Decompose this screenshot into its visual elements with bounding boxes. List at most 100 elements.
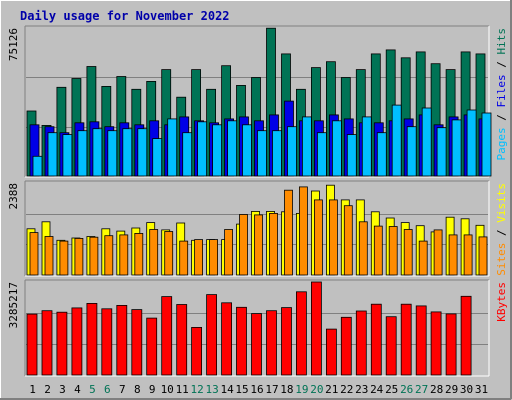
x-tick-label: 8 bbox=[134, 383, 141, 396]
x-tick-label: 23 bbox=[355, 383, 368, 396]
bar-pages-8 bbox=[137, 128, 148, 177]
bar-sites-7 bbox=[119, 234, 129, 276]
bar-sites-31 bbox=[478, 236, 488, 276]
bar-kbytes-4 bbox=[71, 307, 83, 376]
bar-pages-12 bbox=[197, 121, 208, 177]
x-axis-labels: 1 2 3 4 5 6 7 8 9 10 11 12 13 14 15 16 17 18 19 20 21 22 23 24 2… bbox=[29, 383, 488, 396]
bar-pages-1 bbox=[32, 155, 43, 177]
x-tick-label: 17 bbox=[265, 383, 278, 396]
legend-entry: / bbox=[495, 55, 508, 75]
bar-sites-16 bbox=[254, 214, 263, 276]
x-tick-label: 3 bbox=[59, 383, 66, 396]
bar-pages-7 bbox=[122, 128, 133, 177]
bar-kbytes-26 bbox=[400, 303, 412, 376]
bar-kbytes-8 bbox=[131, 309, 143, 376]
bar-kbytes-20 bbox=[310, 281, 322, 376]
bar-sites-23 bbox=[358, 221, 368, 276]
bar-kbytes-1 bbox=[26, 313, 38, 376]
bar-pages-3 bbox=[62, 134, 73, 177]
bar-pages-22 bbox=[346, 134, 357, 177]
x-tick-label: 1 bbox=[29, 383, 36, 396]
x-tick-label: 11 bbox=[176, 383, 189, 396]
x-tick-label: 15 bbox=[235, 383, 248, 396]
legend-entry: Files bbox=[495, 74, 508, 107]
panels-layer: 75126 Pages / Files / Hits 2388 Sites / Vis… bbox=[7, 25, 508, 377]
panel-legend: KBytes bbox=[495, 282, 508, 322]
chart-title: Daily usage for November 2022 bbox=[20, 9, 230, 23]
bar-pages-2 bbox=[47, 132, 58, 177]
bar-kbytes-6 bbox=[101, 308, 113, 376]
bar-kbytes-18 bbox=[281, 307, 292, 376]
bar-kbytes-17 bbox=[266, 310, 277, 376]
legend-entry: / bbox=[495, 108, 508, 128]
panel-legend: Sites / Visits bbox=[495, 183, 508, 276]
legend-entry: Hits bbox=[495, 28, 508, 55]
bar-sites-30 bbox=[463, 234, 473, 276]
bar-pages-19 bbox=[301, 116, 312, 177]
bar-pages-28 bbox=[436, 127, 447, 177]
bar-sites-17 bbox=[269, 212, 278, 276]
x-tick-label: 24 bbox=[370, 383, 384, 396]
bar-pages-20 bbox=[316, 132, 327, 177]
x-tick-label: 4 bbox=[74, 383, 81, 396]
bar-kbytes-12 bbox=[191, 326, 203, 376]
bar-pages-9 bbox=[152, 138, 163, 177]
bar-pages-24 bbox=[376, 132, 387, 177]
bar-kbytes-3 bbox=[56, 311, 68, 376]
bar-kbytes-15 bbox=[236, 306, 247, 376]
x-tick-label: 14 bbox=[220, 383, 234, 396]
legend-entry: Visits bbox=[495, 183, 508, 223]
bar-pages-13 bbox=[212, 124, 223, 177]
x-tick-label: 20 bbox=[310, 383, 323, 396]
bar-sites-6 bbox=[104, 235, 114, 276]
bar-sites-9 bbox=[149, 229, 159, 276]
bar-sites-12 bbox=[194, 239, 204, 276]
bar-kbytes-19 bbox=[295, 291, 307, 376]
bar-sites-20 bbox=[313, 199, 323, 276]
bar-kbytes-21 bbox=[325, 328, 337, 376]
bar-sites-2 bbox=[44, 236, 54, 276]
x-tick-label: 21 bbox=[325, 383, 338, 396]
bar-kbytes-27 bbox=[415, 305, 427, 376]
bar-kbytes-7 bbox=[116, 304, 128, 376]
y-max-label: 3285217 bbox=[7, 282, 20, 328]
bar-sites-25 bbox=[388, 226, 398, 276]
x-tick-label: 27 bbox=[415, 383, 428, 396]
legend-entry: Sites bbox=[495, 243, 508, 276]
x-tick-label: 2 bbox=[44, 383, 51, 396]
bar-kbytes-29 bbox=[445, 313, 457, 376]
bar-sites-19 bbox=[298, 186, 308, 276]
x-tick-label: 29 bbox=[445, 383, 458, 396]
bar-kbytes-9 bbox=[146, 317, 158, 376]
x-tick-label: 5 bbox=[89, 383, 96, 396]
x-tick-label: 26 bbox=[400, 383, 413, 396]
series-pages bbox=[32, 104, 492, 177]
panel-bottom: 3285217 KBytes bbox=[7, 279, 508, 377]
x-tick-label: 31 bbox=[475, 383, 488, 396]
x-tick-label: 22 bbox=[340, 383, 353, 396]
bar-pages-23 bbox=[361, 116, 372, 177]
bar-sites-15 bbox=[239, 214, 248, 276]
bar-sites-10 bbox=[164, 231, 174, 276]
x-tick-label: 18 bbox=[280, 383, 293, 396]
bar-sites-26 bbox=[403, 229, 413, 276]
legend-entry: / bbox=[495, 223, 508, 243]
x-tick-label: 7 bbox=[119, 383, 126, 396]
series-sites bbox=[29, 186, 488, 276]
bar-pages-5 bbox=[92, 128, 103, 177]
panel-legend: Pages / Files / Hits bbox=[495, 28, 508, 161]
bar-pages-21 bbox=[331, 120, 342, 177]
y-max-label: 2388 bbox=[7, 183, 20, 210]
bar-pages-6 bbox=[107, 130, 118, 177]
x-tick-label: 10 bbox=[161, 383, 174, 396]
bar-sites-27 bbox=[418, 240, 428, 276]
bar-sites-21 bbox=[328, 199, 338, 276]
bar-kbytes-23 bbox=[355, 310, 367, 376]
bar-sites-18 bbox=[284, 189, 293, 276]
bar-sites-13 bbox=[209, 239, 219, 276]
bar-sites-8 bbox=[134, 232, 144, 276]
bar-kbytes-24 bbox=[370, 303, 382, 376]
x-tick-label: 25 bbox=[385, 383, 398, 396]
